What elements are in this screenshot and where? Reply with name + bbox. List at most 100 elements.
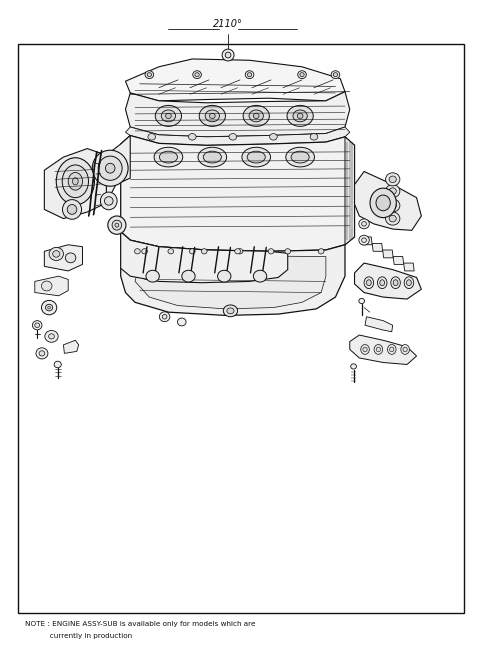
Ellipse shape <box>377 277 387 288</box>
Ellipse shape <box>162 315 167 319</box>
Ellipse shape <box>148 133 156 140</box>
Bar <box>18 44 464 613</box>
Polygon shape <box>120 232 345 315</box>
Ellipse shape <box>374 344 383 354</box>
Polygon shape <box>345 137 355 245</box>
Ellipse shape <box>285 249 290 254</box>
Ellipse shape <box>333 73 337 77</box>
Ellipse shape <box>46 304 53 311</box>
Ellipse shape <box>41 300 57 315</box>
Ellipse shape <box>72 177 78 185</box>
Ellipse shape <box>389 176 396 183</box>
Polygon shape <box>35 276 68 296</box>
Ellipse shape <box>100 192 117 210</box>
Ellipse shape <box>154 147 183 167</box>
Ellipse shape <box>49 248 63 260</box>
Ellipse shape <box>370 188 396 217</box>
Polygon shape <box>355 171 421 231</box>
Ellipse shape <box>385 199 400 212</box>
Ellipse shape <box>159 151 178 163</box>
Ellipse shape <box>362 238 366 242</box>
Ellipse shape <box>182 270 195 282</box>
Ellipse shape <box>199 105 226 126</box>
Ellipse shape <box>393 280 398 286</box>
Ellipse shape <box>376 347 381 351</box>
Ellipse shape <box>391 277 400 288</box>
Polygon shape <box>383 250 393 258</box>
Polygon shape <box>44 148 107 219</box>
Ellipse shape <box>363 347 367 351</box>
Ellipse shape <box>48 334 54 339</box>
Ellipse shape <box>56 158 95 205</box>
Ellipse shape <box>35 323 39 328</box>
Ellipse shape <box>291 151 309 163</box>
Ellipse shape <box>147 73 152 77</box>
Polygon shape <box>63 340 79 353</box>
Ellipse shape <box>249 110 264 122</box>
Ellipse shape <box>380 280 384 286</box>
Ellipse shape <box>389 188 396 194</box>
Ellipse shape <box>115 223 119 227</box>
Polygon shape <box>372 244 383 251</box>
Ellipse shape <box>247 73 252 77</box>
Ellipse shape <box>361 344 369 354</box>
Ellipse shape <box>105 196 113 205</box>
Ellipse shape <box>235 249 240 254</box>
Text: 2110°: 2110° <box>213 19 243 30</box>
Ellipse shape <box>67 204 77 214</box>
Ellipse shape <box>364 277 373 288</box>
Ellipse shape <box>297 113 303 118</box>
Ellipse shape <box>300 73 304 77</box>
Ellipse shape <box>156 105 181 126</box>
Ellipse shape <box>92 150 128 186</box>
Ellipse shape <box>106 164 115 173</box>
Ellipse shape <box>198 147 227 167</box>
Ellipse shape <box>190 249 195 254</box>
Ellipse shape <box>217 270 231 282</box>
Ellipse shape <box>166 113 171 118</box>
Ellipse shape <box>45 330 58 342</box>
Polygon shape <box>355 263 421 299</box>
Ellipse shape <box>53 251 60 257</box>
Text: currently in production: currently in production <box>25 633 132 639</box>
Ellipse shape <box>205 110 219 122</box>
Ellipse shape <box>351 364 357 369</box>
Polygon shape <box>135 255 326 309</box>
Ellipse shape <box>298 71 306 79</box>
Ellipse shape <box>195 73 199 77</box>
Ellipse shape <box>390 347 394 351</box>
Ellipse shape <box>253 270 267 282</box>
Ellipse shape <box>178 318 186 326</box>
Ellipse shape <box>48 306 50 309</box>
Ellipse shape <box>54 361 61 368</box>
Ellipse shape <box>407 280 411 286</box>
Ellipse shape <box>112 220 121 230</box>
Ellipse shape <box>293 110 307 122</box>
Polygon shape <box>365 317 393 332</box>
Ellipse shape <box>229 133 237 140</box>
Ellipse shape <box>403 347 407 351</box>
Ellipse shape <box>331 71 340 79</box>
Ellipse shape <box>385 212 400 225</box>
Polygon shape <box>393 256 404 264</box>
Ellipse shape <box>362 221 366 226</box>
Ellipse shape <box>68 173 83 190</box>
Ellipse shape <box>108 216 126 235</box>
Ellipse shape <box>404 277 414 288</box>
Ellipse shape <box>253 113 259 118</box>
Ellipse shape <box>318 249 324 254</box>
Ellipse shape <box>168 249 174 254</box>
Ellipse shape <box>225 52 231 58</box>
Polygon shape <box>125 92 350 137</box>
Ellipse shape <box>41 281 52 291</box>
Ellipse shape <box>33 321 42 330</box>
Ellipse shape <box>376 195 390 211</box>
Ellipse shape <box>286 147 314 167</box>
Ellipse shape <box>161 110 176 122</box>
Ellipse shape <box>243 105 269 126</box>
Ellipse shape <box>134 249 140 254</box>
Polygon shape <box>125 127 350 145</box>
Ellipse shape <box>366 280 371 286</box>
Ellipse shape <box>98 156 122 180</box>
Ellipse shape <box>142 249 147 254</box>
